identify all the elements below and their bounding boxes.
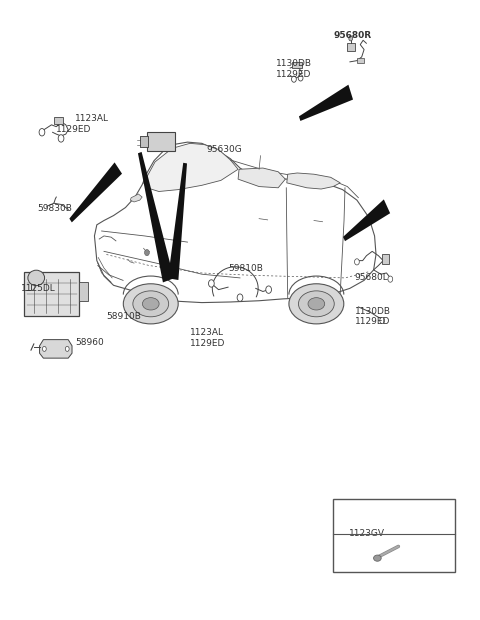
- Circle shape: [58, 135, 64, 142]
- Circle shape: [42, 347, 46, 352]
- Text: 95680L: 95680L: [355, 273, 388, 282]
- Polygon shape: [382, 254, 389, 264]
- Polygon shape: [130, 194, 142, 202]
- Circle shape: [291, 76, 296, 82]
- Circle shape: [298, 75, 303, 81]
- Circle shape: [237, 294, 243, 301]
- Text: 1125DL: 1125DL: [21, 284, 55, 293]
- Text: 1129ED: 1129ED: [56, 125, 92, 134]
- Bar: [24, 272, 79, 316]
- Text: 58960: 58960: [75, 338, 104, 347]
- Bar: [140, 136, 148, 147]
- Polygon shape: [287, 173, 340, 189]
- Bar: [333, 500, 455, 572]
- Text: 1129ED: 1129ED: [190, 339, 225, 348]
- Text: 1123AL: 1123AL: [190, 329, 224, 337]
- Bar: [140, 136, 148, 147]
- Text: 1123GV: 1123GV: [349, 529, 385, 538]
- Circle shape: [380, 317, 384, 324]
- Polygon shape: [138, 152, 174, 283]
- Text: 1129ED: 1129ED: [276, 69, 311, 79]
- Polygon shape: [343, 200, 390, 241]
- Ellipse shape: [123, 284, 178, 324]
- Polygon shape: [54, 117, 63, 123]
- Polygon shape: [292, 62, 302, 68]
- Polygon shape: [238, 168, 285, 188]
- Bar: [79, 282, 88, 301]
- Circle shape: [388, 276, 393, 282]
- Polygon shape: [299, 85, 353, 121]
- Polygon shape: [39, 340, 72, 358]
- Ellipse shape: [143, 298, 159, 310]
- Ellipse shape: [289, 284, 344, 324]
- Ellipse shape: [133, 291, 168, 317]
- Circle shape: [39, 128, 45, 136]
- Text: 58910B: 58910B: [107, 312, 141, 321]
- Polygon shape: [69, 162, 122, 223]
- Polygon shape: [95, 142, 376, 303]
- Polygon shape: [357, 58, 364, 63]
- Ellipse shape: [373, 555, 381, 561]
- Circle shape: [266, 286, 272, 293]
- Text: 95680R: 95680R: [333, 31, 371, 40]
- Text: 95630G: 95630G: [206, 145, 242, 154]
- Polygon shape: [144, 143, 238, 192]
- Text: 1130DB: 1130DB: [276, 59, 312, 68]
- Text: 59830B: 59830B: [37, 203, 72, 213]
- Circle shape: [144, 249, 149, 255]
- Ellipse shape: [308, 298, 324, 310]
- Circle shape: [349, 36, 353, 41]
- Ellipse shape: [299, 291, 334, 317]
- Text: 1129ED: 1129ED: [355, 317, 390, 326]
- Circle shape: [208, 280, 214, 287]
- Circle shape: [65, 347, 69, 352]
- Ellipse shape: [28, 270, 45, 286]
- Bar: [147, 132, 175, 151]
- Circle shape: [355, 259, 360, 265]
- Polygon shape: [168, 163, 187, 280]
- Text: 1123AL: 1123AL: [75, 114, 109, 123]
- Polygon shape: [348, 43, 355, 51]
- Text: 1130DB: 1130DB: [355, 307, 391, 316]
- Text: 59810B: 59810B: [228, 264, 263, 273]
